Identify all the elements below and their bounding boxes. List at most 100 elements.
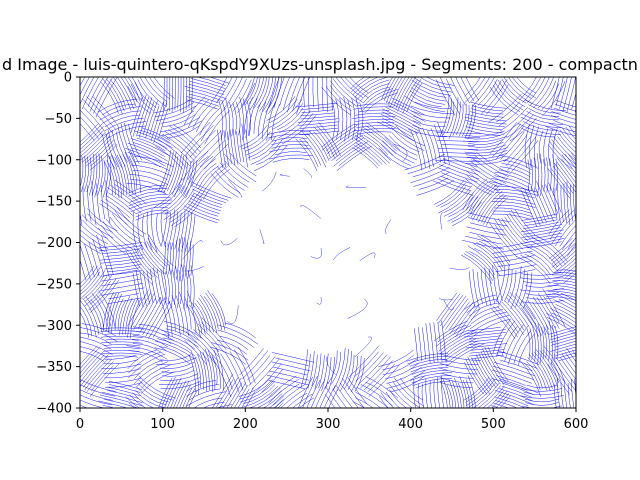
stream-line bbox=[153, 178, 183, 209]
stream-line bbox=[571, 92, 576, 110]
stream-line bbox=[559, 357, 576, 380]
stream-line bbox=[150, 101, 164, 142]
stream-line bbox=[491, 308, 516, 339]
stream-line bbox=[510, 265, 522, 310]
stream-line bbox=[186, 384, 220, 397]
stream-line bbox=[476, 242, 504, 268]
stream-line bbox=[521, 127, 556, 138]
stream-line bbox=[558, 355, 576, 361]
stream-line bbox=[197, 354, 204, 390]
stream-line bbox=[546, 317, 576, 335]
stream-line bbox=[492, 213, 532, 220]
stream-line bbox=[546, 296, 576, 301]
stream-line bbox=[277, 402, 284, 408]
stream-line bbox=[128, 196, 171, 207]
stream-line bbox=[354, 77, 389, 98]
stream-line bbox=[553, 107, 576, 116]
stream-line bbox=[80, 259, 87, 281]
stream-line bbox=[499, 359, 533, 372]
stream-line bbox=[527, 241, 562, 249]
stream-line bbox=[128, 199, 173, 210]
stream-line bbox=[130, 298, 141, 339]
stream-line bbox=[321, 125, 358, 151]
stream-line bbox=[201, 317, 232, 350]
stream-line bbox=[210, 173, 239, 198]
stream-line bbox=[506, 214, 529, 242]
stream-line bbox=[197, 323, 225, 353]
stream-line bbox=[552, 154, 555, 196]
stream-line bbox=[130, 251, 153, 280]
stream-line bbox=[108, 293, 140, 300]
stream-line bbox=[522, 77, 542, 103]
stream-line bbox=[455, 103, 464, 136]
stream-line bbox=[354, 357, 365, 392]
stream-line bbox=[471, 77, 495, 108]
stream-line bbox=[365, 125, 397, 152]
stream-line bbox=[404, 96, 446, 113]
stream-line bbox=[469, 222, 505, 231]
stream-line bbox=[251, 140, 277, 160]
stream-line bbox=[464, 147, 508, 154]
stream-line bbox=[132, 338, 167, 351]
stream-line bbox=[211, 342, 249, 361]
stream-line bbox=[99, 245, 143, 252]
stream-line bbox=[82, 220, 108, 239]
stream-line bbox=[315, 381, 329, 408]
stream-line bbox=[494, 171, 532, 185]
stream-line bbox=[540, 153, 543, 197]
stream-line bbox=[537, 80, 557, 109]
stream-line bbox=[521, 229, 564, 238]
stream-line bbox=[340, 350, 352, 392]
stream-line bbox=[435, 79, 456, 116]
stream-line bbox=[435, 160, 480, 162]
stream-line bbox=[347, 377, 368, 405]
stream-line bbox=[180, 77, 182, 113]
stream-line bbox=[355, 119, 393, 122]
stream-line bbox=[100, 257, 144, 264]
stream-line bbox=[188, 329, 219, 362]
stream-line bbox=[356, 386, 389, 408]
stream-line bbox=[573, 184, 576, 222]
stream-line bbox=[80, 271, 101, 295]
stream-line bbox=[164, 321, 204, 340]
stream-line bbox=[239, 348, 264, 375]
stream-line bbox=[80, 350, 105, 378]
stream-line bbox=[524, 363, 541, 391]
stream-line bbox=[189, 129, 216, 158]
stream-line bbox=[381, 120, 412, 137]
stream-line bbox=[111, 293, 122, 334]
stream-line bbox=[162, 133, 194, 161]
stream-line bbox=[554, 254, 576, 273]
stream-line bbox=[117, 299, 127, 331]
stream-line bbox=[80, 130, 104, 154]
stream-line bbox=[237, 82, 256, 114]
stream-line bbox=[400, 377, 424, 401]
stream-line bbox=[532, 296, 554, 332]
stream-line bbox=[475, 189, 501, 221]
stream-line bbox=[90, 299, 104, 328]
stream-line bbox=[202, 351, 210, 391]
stream-line bbox=[80, 229, 109, 250]
stream-line bbox=[331, 77, 333, 111]
stream-line bbox=[279, 174, 290, 177]
stream-line bbox=[155, 340, 195, 360]
stream-line bbox=[80, 352, 100, 374]
stream-line bbox=[381, 77, 393, 101]
stream-line bbox=[494, 396, 527, 408]
stream-line bbox=[419, 77, 452, 89]
stream-line bbox=[384, 137, 418, 161]
stream-line bbox=[101, 363, 142, 370]
stream-line bbox=[188, 214, 196, 253]
stream-line bbox=[106, 195, 134, 216]
stream-line bbox=[321, 353, 329, 391]
stream-line bbox=[482, 385, 505, 408]
stream-line bbox=[224, 351, 244, 391]
stream-line bbox=[167, 155, 179, 192]
stream-line bbox=[359, 83, 390, 102]
stream-line bbox=[247, 355, 270, 381]
stream-line bbox=[468, 327, 501, 332]
stream-line bbox=[567, 383, 571, 408]
stream-line bbox=[500, 166, 531, 177]
stream-line bbox=[145, 100, 158, 139]
